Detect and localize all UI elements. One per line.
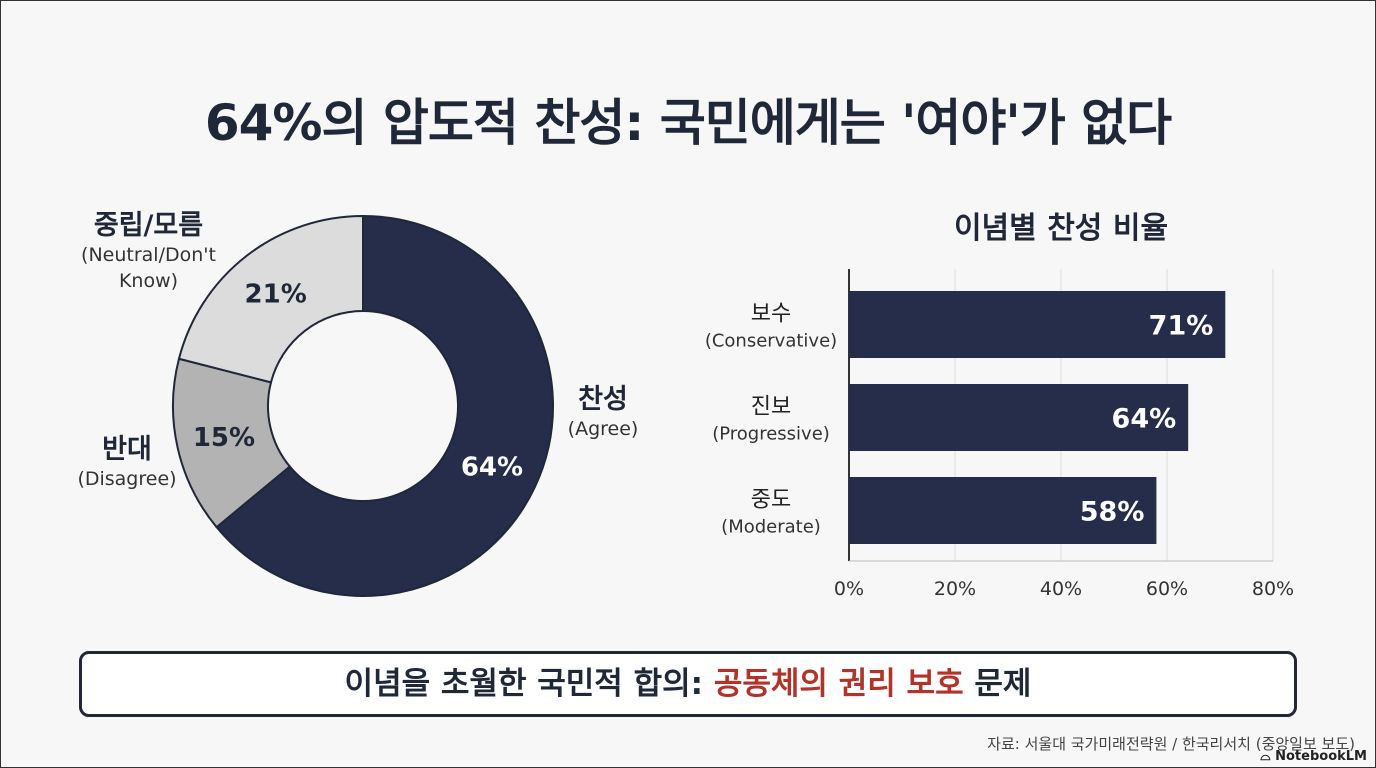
- agree-label-ko: 찬성: [578, 384, 628, 415]
- bar: [849, 477, 1157, 544]
- bar-value-label: 58%: [1080, 497, 1145, 528]
- donut-label-neutral: 중립/모름 (Neutral/Don't Know): [61, 203, 236, 294]
- bar-value-label: 64%: [1112, 404, 1177, 435]
- brand-text: NotebookLM: [1275, 749, 1367, 764]
- category-label-en: (Progressive): [712, 424, 830, 445]
- donut-slice: [177, 214, 364, 384]
- donut-label-agree: 찬성 (Agree): [553, 377, 653, 442]
- summary-prefix: 이념을 초월한 국민적 합의:: [344, 666, 714, 702]
- neutral-label-ko: 중립/모름: [93, 210, 204, 241]
- bar: [849, 291, 1226, 358]
- bar-value-label: 71%: [1149, 311, 1214, 342]
- category-label-ko: 중도: [751, 488, 791, 513]
- category-label-en: (Conservative): [705, 331, 837, 352]
- donut-slice: [215, 214, 554, 597]
- neutral-label-en-2: Know): [118, 270, 179, 292]
- brand-logo: ⌓ NotebookLM: [1260, 749, 1367, 764]
- x-tick-label: 60%: [1146, 578, 1188, 600]
- donut-value-label: 21%: [245, 279, 307, 309]
- bar: [849, 384, 1189, 451]
- category-label-ko: 보수: [751, 302, 791, 327]
- summary-suffix: 문제: [963, 666, 1032, 702]
- disagree-label-en: (Disagree): [77, 468, 177, 490]
- x-tick-label: 20%: [934, 578, 976, 600]
- donut-label-disagree: 반대 (Disagree): [57, 427, 197, 492]
- bar-chart-title: 이념별 찬성 비율: [953, 211, 1169, 246]
- category-label-en: (Moderate): [721, 517, 821, 538]
- summary-highlight: 공동체의 권리 보호: [713, 666, 964, 702]
- neutral-label-en-1: (Neutral/Don't: [81, 244, 216, 266]
- x-tick-label: 80%: [1252, 578, 1294, 600]
- source-note: 자료: 서울대 국가미래전략원 / 한국리서치 (중앙일보 보도): [987, 735, 1355, 753]
- x-tick-label: 0%: [834, 578, 864, 600]
- disagree-label-ko: 반대: [102, 434, 152, 465]
- slide-title: 64%의 압도적 찬성: 국민에게는 '여야'가 없다: [204, 94, 1172, 152]
- agree-label-en: (Agree): [567, 418, 639, 440]
- category-label-ko: 진보: [751, 395, 791, 420]
- donut-value-label: 15%: [193, 423, 255, 453]
- x-tick-label: 40%: [1040, 578, 1082, 600]
- summary-box: 이념을 초월한 국민적 합의: 공동체의 권리 보호 문제: [79, 651, 1297, 717]
- donut-value-label: 64%: [461, 453, 523, 483]
